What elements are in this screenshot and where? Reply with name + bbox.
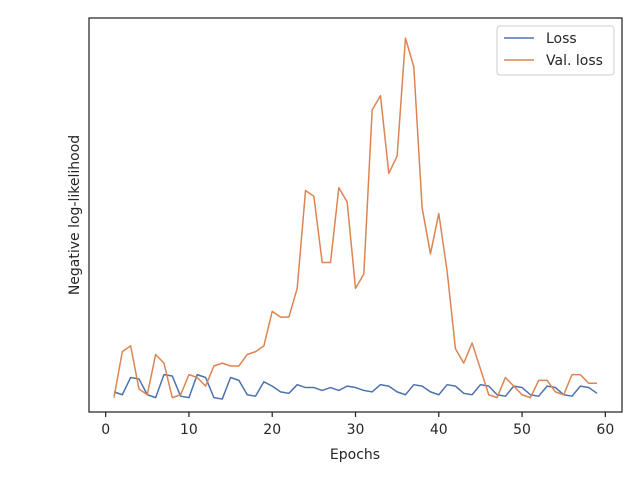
legend-label-loss: Loss [546,31,577,47]
x-axis-label: Epochs [330,447,380,463]
series-line-loss [113,373,598,400]
y-axis-label: Negative log-likelihood [67,135,83,295]
x-tick-label: 0 [101,422,110,438]
x-tick-label: 30 [347,422,365,438]
x-axis-ticks: 0 10 20 30 40 50 60 [101,412,614,438]
x-tick-label: 60 [596,422,614,438]
legend-label-val-loss: Val. loss [546,53,603,69]
x-tick-label: 20 [263,422,281,438]
x-tick-label: 10 [180,422,198,438]
series-line-val-loss [113,37,598,399]
x-tick-label: 50 [513,422,531,438]
series-layer [113,37,598,400]
legend: Loss Val. loss [496,25,615,76]
x-tick-label: 40 [430,422,448,438]
